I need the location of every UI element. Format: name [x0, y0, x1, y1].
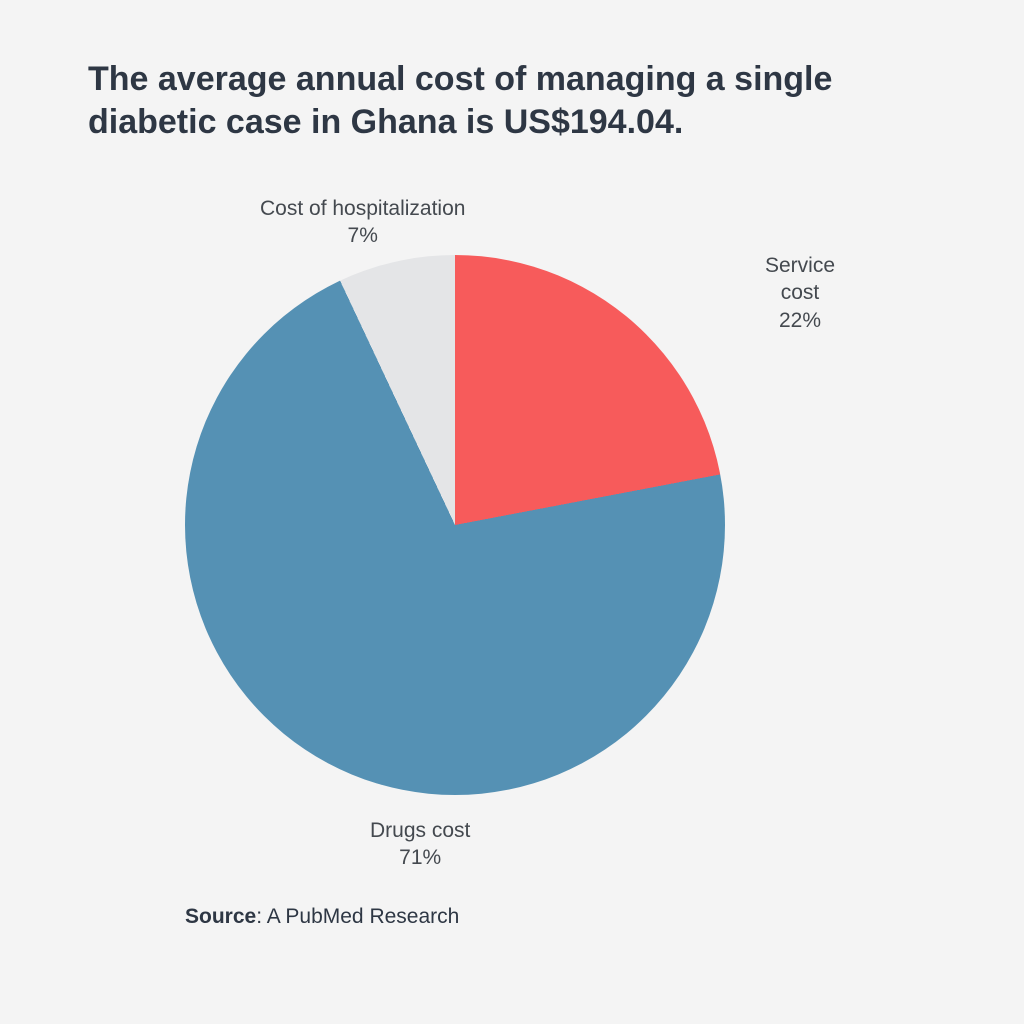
pie-chart: Service cost 22% Drugs cost 71% Cost of …: [185, 255, 725, 795]
slice-label-hospitalization: Cost of hospitalization 7%: [260, 195, 465, 250]
slice-name: Drugs cost: [370, 817, 470, 844]
chart-title: The average annual cost of managing a si…: [88, 58, 848, 143]
source-label: Source: [185, 905, 256, 928]
pie-graphic: [185, 255, 725, 795]
slice-label-drugs-cost: Drugs cost 71%: [370, 817, 470, 872]
slice-name: Service cost: [765, 252, 835, 307]
slice-name: Cost of hospitalization: [260, 195, 465, 222]
source-text: : A PubMed Research: [256, 905, 459, 928]
source-line: Source: A PubMed Research: [185, 905, 459, 929]
slice-label-service-cost: Service cost 22%: [765, 252, 835, 334]
slice-percent: 7%: [260, 222, 465, 249]
slice-percent: 71%: [370, 844, 470, 871]
slice-percent: 22%: [765, 307, 835, 334]
